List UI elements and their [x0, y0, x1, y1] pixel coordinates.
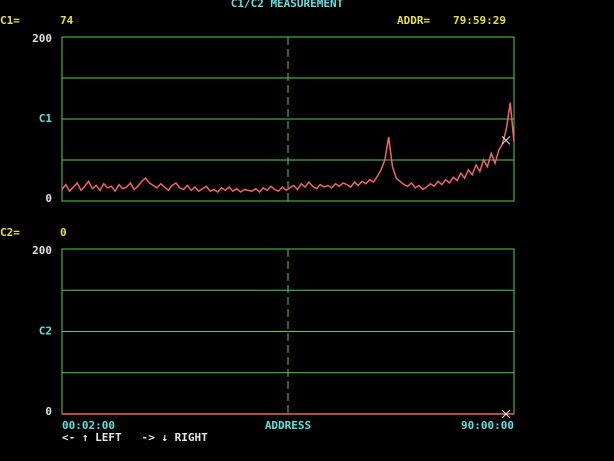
x-tick-label: 90:00:00	[461, 419, 514, 432]
readout-label: C1=	[0, 14, 20, 27]
title: C1/C2 MEASUREMENT	[231, 0, 344, 10]
x-tick-label: 00:02:00	[62, 419, 115, 432]
y-tick-label: 0	[45, 405, 52, 418]
readout-label: C2=	[0, 226, 20, 239]
x-axis-label: ADDRESS	[265, 419, 311, 432]
cursor-stroke	[501, 409, 511, 419]
cursor	[501, 135, 511, 145]
y-tick-label: 200	[32, 244, 52, 257]
cursor-stroke	[501, 135, 511, 145]
readout-value: 74	[60, 14, 74, 27]
y-tick-label: C1	[39, 112, 53, 125]
cursor	[501, 409, 511, 419]
readout-value: 0	[60, 226, 67, 239]
y-tick-label: C2	[39, 325, 52, 338]
instructions: <- ↑ LEFT -> ↓ RIGHT	[62, 431, 208, 444]
address-value: 79:59:29	[453, 14, 506, 27]
y-tick-label: 0	[45, 192, 52, 205]
data-line	[61, 102, 515, 194]
address-label: ADDR=	[397, 14, 430, 27]
y-tick-label: 200	[32, 32, 52, 45]
